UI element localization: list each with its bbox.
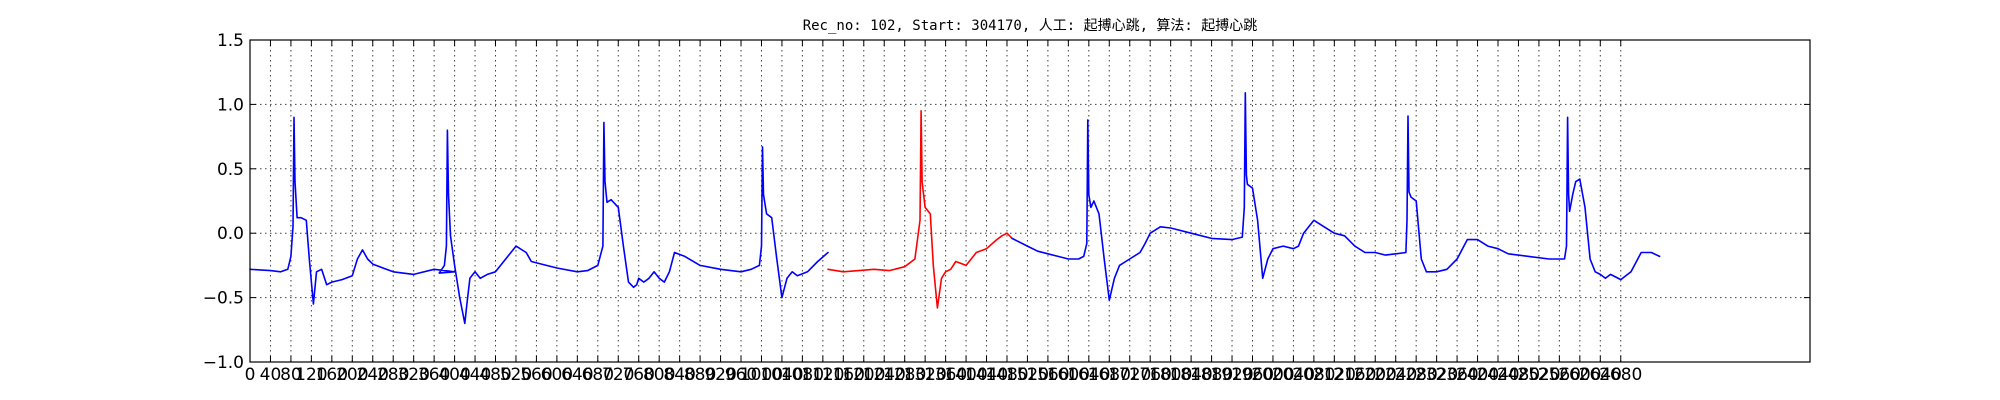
x-tick-label: 2200 xyxy=(1354,365,1397,385)
x-tick-label: 440 xyxy=(459,365,491,385)
x-tick-label: 360 xyxy=(418,365,450,385)
grid-layer xyxy=(250,40,1810,362)
x-tick-label: 2400 xyxy=(1456,365,1499,385)
x-tick-label: 640 xyxy=(561,365,593,385)
x-tick-label: 1960 xyxy=(1231,365,1274,385)
x-tick-label: 560 xyxy=(520,365,552,385)
x-tick-label: 0 xyxy=(245,365,256,385)
x-tick-label: 800 xyxy=(643,365,675,385)
x-tick-label: 2120 xyxy=(1313,365,1356,385)
x-tick-label: 2600 xyxy=(1558,365,1601,385)
x-tick-label: 1600 xyxy=(1047,365,1090,385)
x-tick-label: 960 xyxy=(725,365,757,385)
x-tick-label: 2280 xyxy=(1395,365,1438,385)
x-tick-label: 1360 xyxy=(924,365,967,385)
x-tick-label: 2520 xyxy=(1517,365,1560,385)
x-tick-label: 920 xyxy=(704,365,736,385)
x-tick-label: 1480 xyxy=(985,365,1028,385)
x-tick-label: 40 xyxy=(260,365,282,385)
y-tick-label: 1.5 xyxy=(217,31,244,51)
x-tick-label: 1000 xyxy=(740,365,783,385)
x-axis: 0 408012016020024028032036040044048052056… xyxy=(245,40,1642,385)
x-tick-label: 1720 xyxy=(1108,365,1151,385)
chart-title: Rec_no: 102, Start: 304170, 人工: 起搏心跳, 算法… xyxy=(803,17,1258,34)
y-tick-label: 1.0 xyxy=(217,95,244,115)
y-tick-label: 0.0 xyxy=(217,224,244,244)
x-tick-label: 480 xyxy=(479,365,511,385)
x-tick-label: 680 xyxy=(582,365,614,385)
x-tick-label: 2560 xyxy=(1538,365,1581,385)
x-tick-label: 400 xyxy=(438,365,470,385)
x-tick-label: 120 xyxy=(295,365,327,385)
x-tick-label: 200 xyxy=(336,365,368,385)
x-tick-label: 1080 xyxy=(781,365,824,385)
x-tick-label: 1800 xyxy=(1149,365,1192,385)
series-line-ecg-before xyxy=(249,116,829,325)
x-tick-label: 1160 xyxy=(822,365,865,385)
x-tick-label: 1440 xyxy=(965,365,1008,385)
x-tick-label: 1920 xyxy=(1210,365,1253,385)
y-tick-label: 0.5 xyxy=(217,160,244,180)
x-tick-label: 2000 xyxy=(1251,365,1294,385)
y-axis: −1.0 −0.5 0.0 0.5 1.0 1.5 xyxy=(203,31,1810,373)
x-tick-label: 2320 xyxy=(1415,365,1458,385)
plot-frame xyxy=(249,39,1811,363)
x-tick-label: 520 xyxy=(500,365,532,385)
x-tick-label: 2080 xyxy=(1292,365,1335,385)
x-tick-label: 1200 xyxy=(842,365,885,385)
x-tick-label: 2680 xyxy=(1599,365,1642,385)
x-tick-label: 600 xyxy=(541,365,573,385)
series-layer xyxy=(249,92,1661,325)
x-tick-label: 1560 xyxy=(1026,365,1069,385)
x-tick-label: 1760 xyxy=(1129,365,1172,385)
x-tick-label: 240 xyxy=(357,365,389,385)
x-tick-label: 2440 xyxy=(1476,365,1519,385)
y-tick-label: −0.5 xyxy=(203,289,244,309)
x-tick-label: 2480 xyxy=(1497,365,1540,385)
x-tick-label: 1320 xyxy=(904,365,947,385)
x-tick-label: 280 xyxy=(377,365,409,385)
x-tick-label: 720 xyxy=(602,365,634,385)
x-tick-label: 1280 xyxy=(883,365,926,385)
x-tick-label: 1680 xyxy=(1088,365,1131,385)
series-line-ecg-after xyxy=(1011,92,1661,302)
x-tick-label: 1400 xyxy=(944,365,987,385)
x-tick-label: 1880 xyxy=(1190,365,1233,385)
x-tick-label: 880 xyxy=(684,365,716,385)
x-tick-label: 2040 xyxy=(1272,365,1315,385)
x-tick-label: 1120 xyxy=(801,365,844,385)
x-tick-label: 320 xyxy=(397,365,429,385)
x-tick-label: 1640 xyxy=(1067,365,1110,385)
y-tick-label: −1.0 xyxy=(203,353,244,373)
x-tick-label: 1040 xyxy=(760,365,803,385)
x-tick-label: 840 xyxy=(663,365,695,385)
series-line-ecg-pacemaker-beat xyxy=(827,110,1013,309)
x-tick-label: 2240 xyxy=(1374,365,1417,385)
x-tick-label: 160 xyxy=(316,365,348,385)
x-tick-label: 1520 xyxy=(1006,365,1049,385)
x-tick-label: 80 xyxy=(280,365,302,385)
x-tick-label: 760 xyxy=(622,365,654,385)
x-tick-label: 2640 xyxy=(1579,365,1622,385)
x-tick-label: 2360 xyxy=(1435,365,1478,385)
x-tick-label: 2160 xyxy=(1333,365,1376,385)
x-tick-label: 1240 xyxy=(863,365,906,385)
x-tick-label: 1840 xyxy=(1169,365,1212,385)
